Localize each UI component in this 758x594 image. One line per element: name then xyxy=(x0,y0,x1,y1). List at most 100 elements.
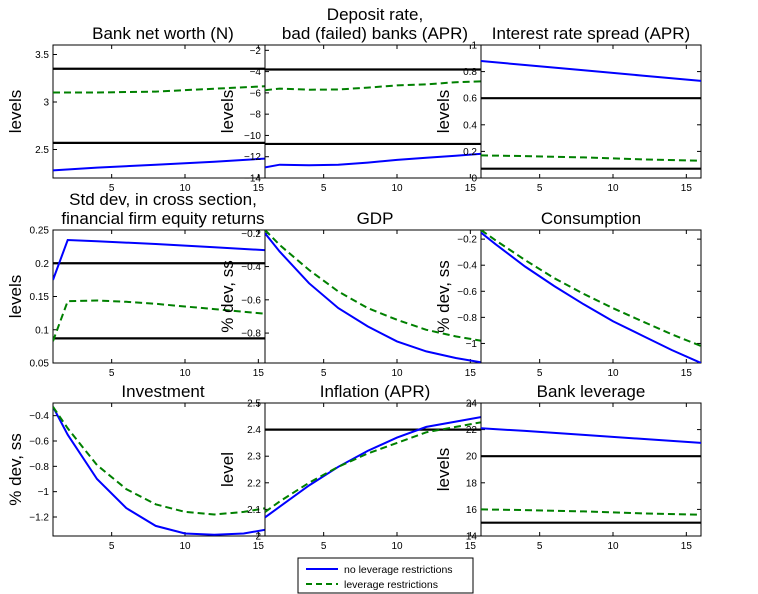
series-line-leverage-restrictions xyxy=(53,299,273,342)
panel-title: Bank leverage xyxy=(537,382,646,401)
y-tick-label: 18 xyxy=(466,478,478,489)
y-tick-label: −1 xyxy=(466,339,478,350)
series-line-no-leverage-restrictions xyxy=(265,415,485,519)
x-tick-label: 15 xyxy=(465,541,477,552)
y-tick-label: 2.5 xyxy=(35,145,49,156)
y-tick-label: 0.4 xyxy=(463,120,477,131)
y-tick-label: 14 xyxy=(466,532,478,543)
panel-title: Interest rate spread (APR) xyxy=(492,24,690,43)
y-tick-label: 0.15 xyxy=(30,292,50,303)
y-tick-label: 2 xyxy=(255,532,261,543)
y-tick-label: −2 xyxy=(250,46,262,57)
y-tick-label: −0.6 xyxy=(29,437,49,448)
y-tick-label: 2.4 xyxy=(247,425,261,436)
y-tick-label: 0.25 xyxy=(30,226,50,237)
y-tick-label: 2.2 xyxy=(247,478,261,489)
y-tick-label: 2.1 xyxy=(247,505,261,516)
y-tick-label: −1.2 xyxy=(29,513,49,524)
y-axis-label: levels xyxy=(6,275,25,318)
x-tick-label: 5 xyxy=(537,541,543,552)
y-tick-label: 3.5 xyxy=(35,50,49,61)
x-tick-label: 5 xyxy=(321,183,327,194)
panel-title: GDP xyxy=(357,209,394,228)
series-line-no-leverage-restrictions xyxy=(481,60,701,82)
panel-title: Bank net worth (N) xyxy=(92,24,234,43)
chart-panel-1: 5 10 15 2.5 3 3.5 Bank net worth (N) levels xyxy=(6,24,274,194)
x-tick-label: 10 xyxy=(391,541,403,552)
x-tick-label: 15 xyxy=(465,368,477,379)
axes-frame xyxy=(52,44,274,179)
y-axis-label: % dev, ss xyxy=(6,433,25,505)
y-tick-label: 0.2 xyxy=(35,259,49,270)
x-tick-label: 5 xyxy=(537,183,543,194)
y-tick-label: 16 xyxy=(466,505,478,516)
series-line-leverage-restrictions xyxy=(53,84,273,94)
chart-panel-6: 5 10 15 −0.2 −0.4 −0.6 −0.8 −1 Consumption % dev,… xyxy=(434,209,702,379)
y-tick-label: 0.05 xyxy=(30,359,50,370)
x-tick-label: 10 xyxy=(179,368,191,379)
legend-box xyxy=(297,557,474,594)
y-tick-label: −10 xyxy=(244,131,261,142)
legend: no leverage restrictions leverage restri… xyxy=(297,557,474,594)
chart-panel-4: 5 10 15 0.05 0.1 0.15 0.2 0.25 Std dev, in cross… xyxy=(6,190,274,379)
axes-frame xyxy=(480,229,702,364)
panel-title: Investment xyxy=(121,382,204,401)
x-tick-label: 10 xyxy=(179,541,191,552)
series-line-no-leverage-restrictions xyxy=(53,157,273,172)
y-tick-label: 24 xyxy=(466,399,478,410)
series-line-leverage-restrictions xyxy=(53,406,273,516)
chart-panel-5: 5 10 15 −0.2 −0.4 −0.6 −0.8 GDP % dev, ss xyxy=(218,209,486,379)
y-tick-label: −4 xyxy=(250,67,262,78)
y-tick-label: 2.5 xyxy=(247,399,261,410)
y-axis-label: levels xyxy=(6,90,25,133)
series-line-leverage-restrictions xyxy=(265,420,485,513)
y-tick-label: 0.1 xyxy=(35,325,49,336)
chart-panel-7: 5 10 15 −0.4 −0.6 −0.8 −1 −1.2 Investment % dev, … xyxy=(6,382,274,552)
x-tick-label: 15 xyxy=(681,541,693,552)
y-axis-label: % dev, ss xyxy=(218,260,237,332)
x-tick-label: 10 xyxy=(391,183,403,194)
y-tick-label: −0.2 xyxy=(241,229,261,240)
x-tick-label: 15 xyxy=(465,183,477,194)
series-line-no-leverage-restrictions xyxy=(481,427,701,444)
series-line-no-leverage-restrictions xyxy=(53,238,273,281)
x-tick-label: 10 xyxy=(179,183,191,194)
y-tick-label: 0.8 xyxy=(463,67,477,78)
x-tick-label: 5 xyxy=(321,541,327,552)
y-tick-label: 0.6 xyxy=(463,94,477,105)
x-tick-label: 5 xyxy=(321,368,327,379)
y-tick-label: 22 xyxy=(466,425,478,436)
y-tick-label: 0 xyxy=(471,174,477,185)
y-tick-label: −0.8 xyxy=(241,329,261,340)
axes-frame xyxy=(52,402,274,537)
x-tick-label: 10 xyxy=(607,541,619,552)
series-line-leverage-restrictions xyxy=(265,230,485,343)
legend-label-no-leverage-restrictions: no leverage restrictions xyxy=(344,564,453,576)
y-tick-label: −0.8 xyxy=(29,462,49,473)
series-line-leverage-restrictions xyxy=(481,230,701,347)
panel-title: Inflation (APR) xyxy=(320,382,431,401)
y-axis-label: level xyxy=(218,452,237,487)
x-tick-label: 15 xyxy=(253,183,265,194)
x-tick-label: 15 xyxy=(253,541,265,552)
y-tick-label: −0.6 xyxy=(241,295,261,306)
x-tick-label: 15 xyxy=(253,368,265,379)
y-axis-label: % dev, ss xyxy=(434,260,453,332)
series-line-leverage-restrictions xyxy=(481,508,701,516)
x-tick-label: 10 xyxy=(391,368,403,379)
y-tick-label: 20 xyxy=(466,452,478,463)
panel-title: Std dev, in cross section, xyxy=(69,190,257,209)
series-line-leverage-restrictions xyxy=(265,80,485,92)
y-axis-label: levels xyxy=(434,448,453,491)
axes-frame xyxy=(480,402,702,537)
panel-title: bad (failed) banks (APR) xyxy=(282,24,468,43)
y-tick-label: −0.6 xyxy=(457,287,477,298)
x-tick-label: 15 xyxy=(681,183,693,194)
x-tick-label: 10 xyxy=(607,183,619,194)
y-tick-label: −0.4 xyxy=(241,262,261,273)
